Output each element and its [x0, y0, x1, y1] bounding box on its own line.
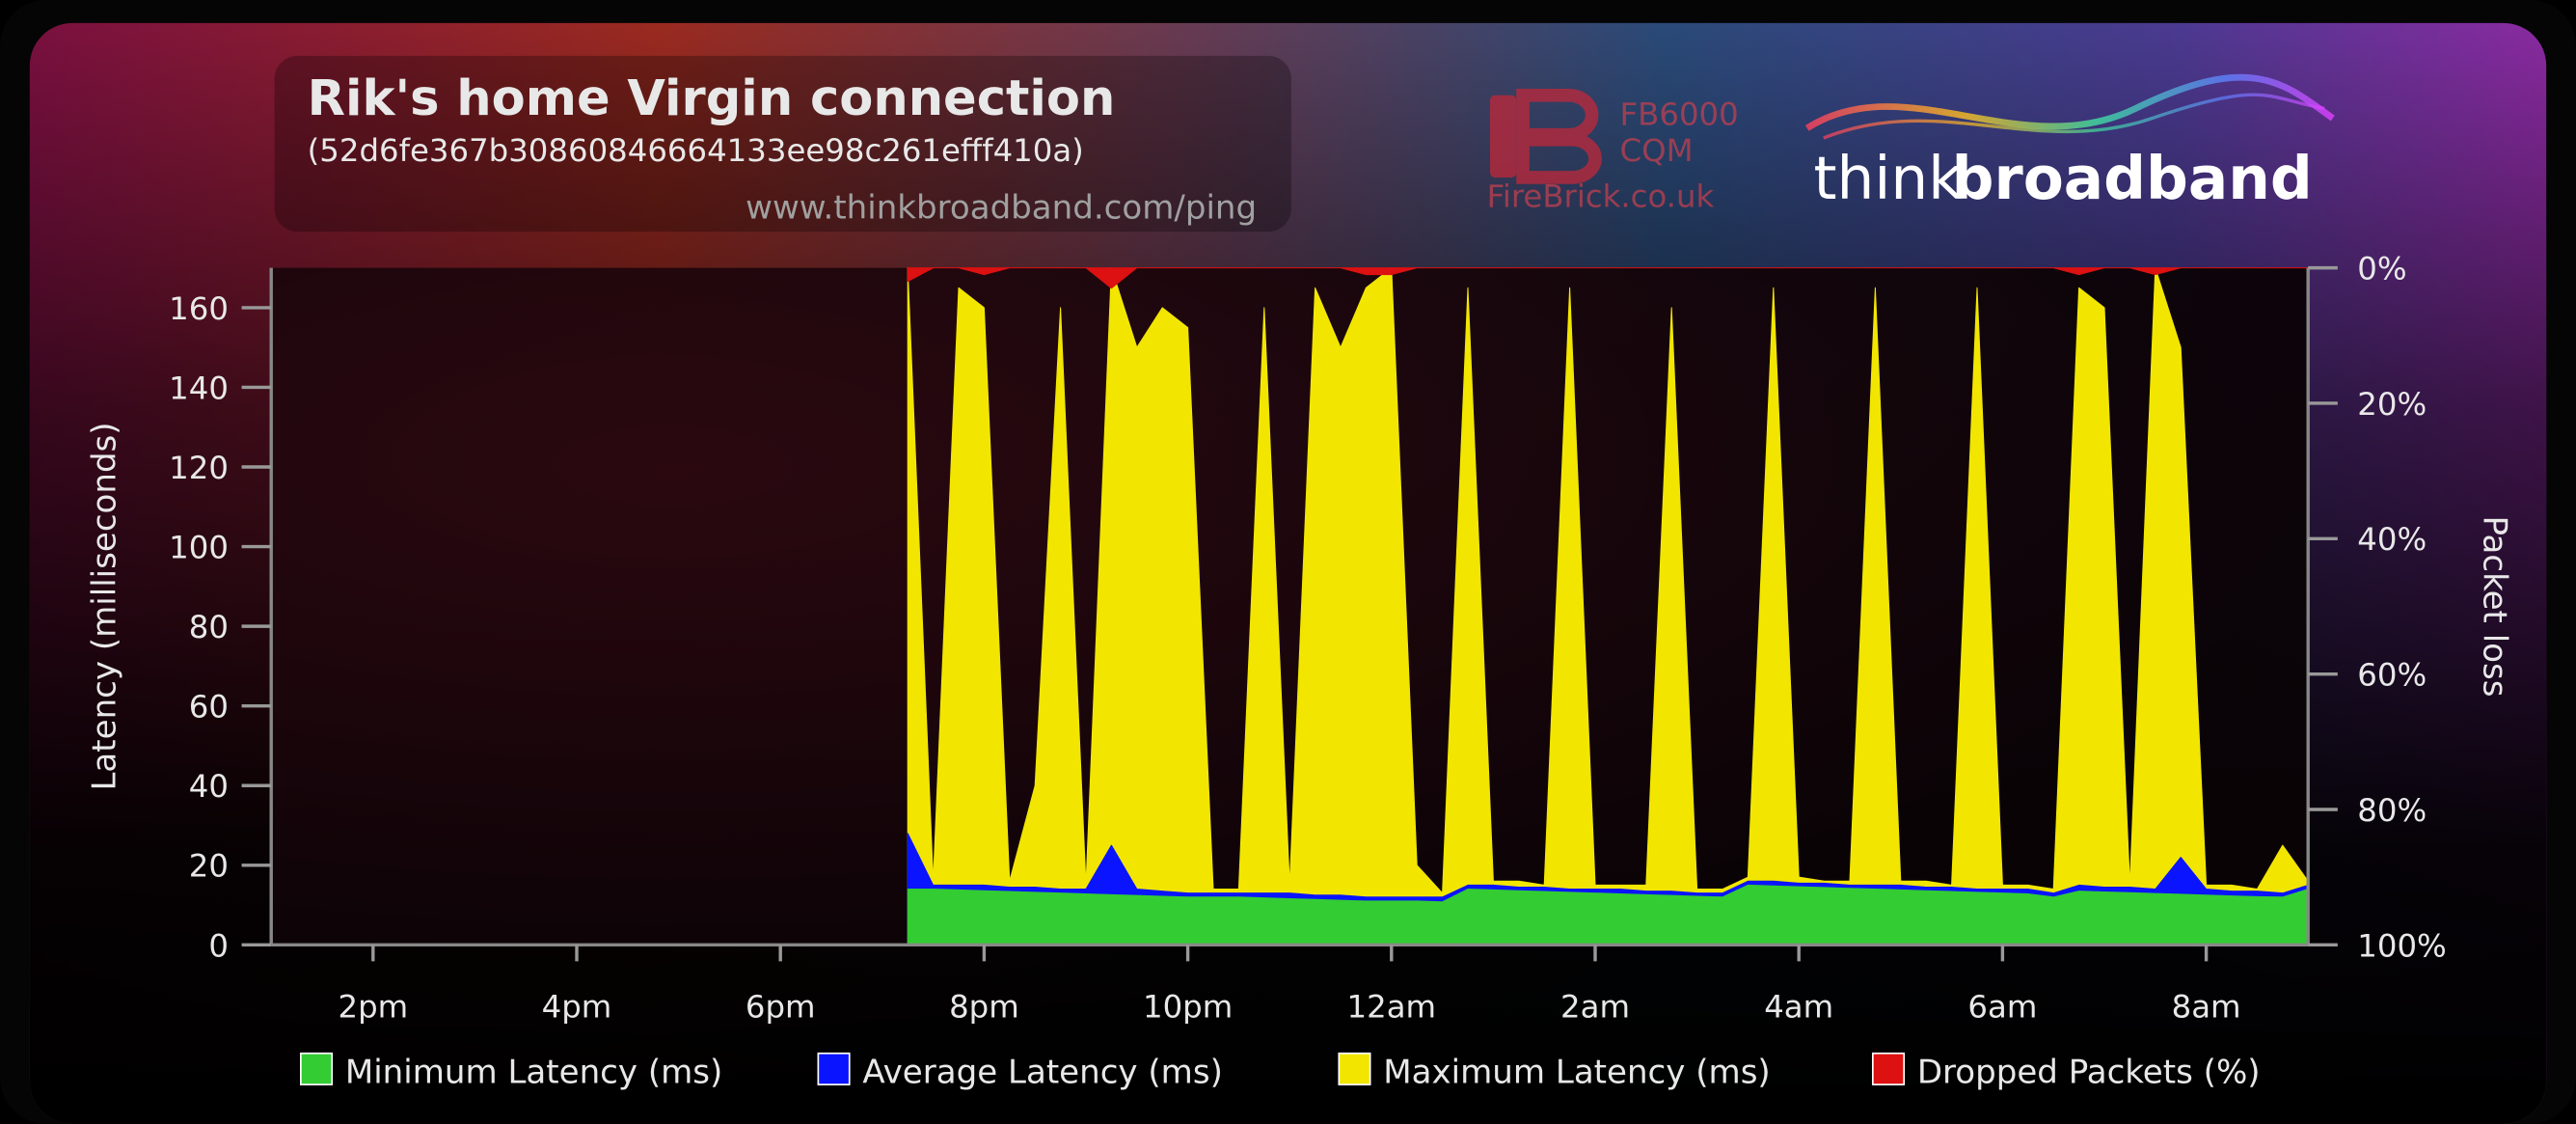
y-axis-title: Latency (milliseconds) — [85, 422, 123, 790]
series-layer — [907, 267, 2309, 946]
y-tick-label: 140 — [169, 370, 229, 406]
x-tick-label: 10pm — [1143, 988, 1233, 1025]
latency-area — [907, 267, 2309, 289]
x-tick-label: 8am — [2172, 988, 2241, 1025]
legend-label: Minimum Latency (ms) — [345, 1053, 722, 1091]
y2-axis-title: Packet loss — [2475, 515, 2513, 697]
y-tick-label: 40 — [189, 768, 229, 805]
legend-swatch — [1871, 1052, 1906, 1085]
y2-tick-label: 100% — [2357, 927, 2447, 964]
y-tick-label: 120 — [169, 450, 229, 486]
y2-tick-label: 80% — [2357, 792, 2427, 829]
chart-subtitle: (52d6fe367b30860846664133ee98c261efff410… — [308, 132, 1084, 169]
legend-swatch — [817, 1052, 851, 1085]
x-tick-label: 4pm — [542, 988, 612, 1025]
x-tick-label: 8pm — [949, 988, 1019, 1025]
title-box — [274, 55, 1291, 233]
logo-text: think — [1814, 145, 1964, 213]
y2-tick-label: 0% — [2357, 251, 2406, 288]
legend: Minimum Latency (ms) Average Latency (ms)… — [300, 1052, 2261, 1091]
y-tick-label: 60 — [189, 689, 229, 726]
x-tick-label: 4am — [1764, 988, 1833, 1025]
legend-label: Maximum Latency (ms) — [1383, 1053, 1770, 1091]
logo-swirl — [1804, 73, 2335, 131]
y2-tick-label: 40% — [2357, 521, 2427, 558]
site-url: www.thinkbroadband.com/ping — [746, 189, 1257, 228]
logo-shape — [1489, 95, 1517, 178]
y2-tick-label: 20% — [2357, 386, 2427, 423]
x-tick-label: 12am — [1347, 988, 1437, 1025]
logo-swirl — [1823, 93, 2325, 140]
y-tick-label: 80 — [189, 609, 229, 645]
latency-area — [907, 884, 2309, 946]
chart-title: Rik's home Virgin connection — [308, 70, 1116, 127]
legend-swatch — [1338, 1052, 1371, 1085]
legend-swatch — [300, 1052, 334, 1085]
thinkbroadband-logo: think broadband — [1804, 73, 2335, 213]
legend-label: Average Latency (ms) — [862, 1053, 1223, 1091]
x-tick-label: 2am — [1560, 988, 1630, 1025]
y-tick-label: 0 — [208, 927, 229, 964]
logo-text: FB6000 — [1620, 96, 1739, 132]
y-tick-label: 20 — [189, 848, 229, 885]
plot-area — [271, 267, 2309, 946]
legend-label: Dropped Packets (%) — [1917, 1053, 2261, 1091]
logo-shape — [1516, 88, 1602, 184]
x-tick-label: 6am — [1967, 988, 2037, 1025]
x-tick-label: 2pm — [338, 988, 408, 1025]
logo-text: broadband — [1952, 145, 2313, 213]
x-tick-label: 6pm — [746, 988, 816, 1025]
logo-text: CQM — [1620, 132, 1694, 169]
y-tick-label: 160 — [169, 290, 229, 327]
logo-text: FireBrick.co.uk — [1487, 178, 1715, 215]
axes-layer: 0 20 40 60 80 100 120 140 160 0% 20% 40% 60% 80% 100% 2… — [169, 251, 2447, 1026]
y-tick-label: 100 — [169, 529, 229, 565]
firebrick-logo: FB6000 CQM FireBrick.co.uk — [1487, 88, 1739, 215]
y2-tick-label: 60% — [2357, 657, 2427, 694]
latency-area — [907, 267, 2309, 946]
